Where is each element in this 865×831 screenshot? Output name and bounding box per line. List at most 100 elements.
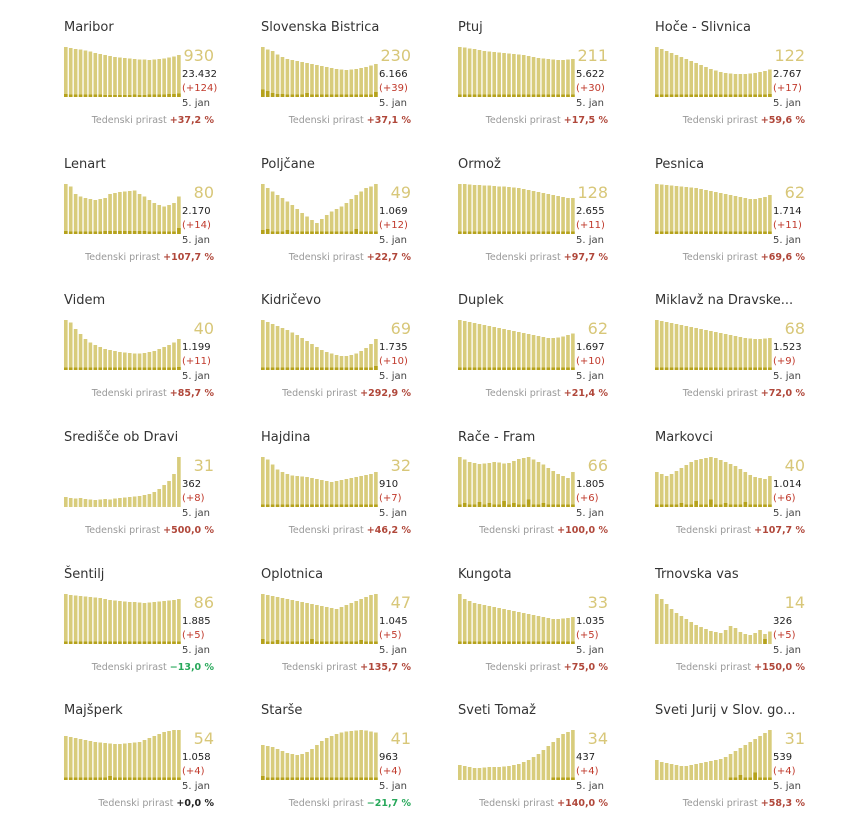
- growth-value: +22,7 %: [366, 252, 411, 263]
- municipality-name: Rače - Fram: [458, 430, 536, 445]
- bar: [275, 54, 280, 97]
- bar-daily: [98, 777, 103, 780]
- bar: [497, 186, 501, 234]
- bar-daily: [98, 367, 103, 370]
- growth-label: Tedenski prirast: [85, 525, 164, 536]
- weekly-growth: Tedenski prirast +140,0 %: [479, 798, 608, 810]
- bar: [566, 732, 570, 780]
- weekly-cases-value: 68: [784, 319, 805, 338]
- bar-daily: [334, 367, 339, 370]
- bar: [718, 633, 723, 644]
- bar-daily: [374, 504, 378, 507]
- bar-daily: [108, 776, 112, 780]
- municipality-card: Lenart 80 2.170 (+14) 5. jan Tedenski prirast…: [64, 157, 214, 279]
- bar: [305, 603, 309, 644]
- bar-daily: [753, 504, 757, 507]
- bar-daily: [359, 231, 363, 234]
- bar-daily: [571, 504, 575, 507]
- date-label: 5. jan: [379, 508, 407, 519]
- growth-label: Tedenski prirast: [288, 115, 367, 126]
- bar-daily: [93, 231, 98, 234]
- bar: [108, 499, 112, 507]
- bar: [324, 738, 329, 780]
- weekly-growth: Tedenski prirast +292,9 %: [282, 388, 411, 400]
- bar-daily: [472, 641, 477, 644]
- bar-daily: [305, 367, 309, 370]
- bar-daily: [137, 641, 142, 644]
- bar-daily: [177, 367, 181, 370]
- date-label: 5. jan: [773, 98, 801, 109]
- bar-daily: [768, 367, 772, 370]
- bar-daily: [492, 504, 497, 507]
- bar-daily: [655, 94, 659, 97]
- bar: [546, 194, 551, 234]
- weekly-growth: Tedenski prirast +21,4 %: [486, 388, 608, 400]
- bar-daily: [329, 94, 334, 97]
- bar: [748, 635, 753, 644]
- bar: [512, 331, 516, 370]
- weekly-growth: Tedenski prirast +72,0 %: [683, 388, 805, 400]
- bar: [177, 55, 181, 97]
- bar-daily: [359, 640, 363, 644]
- bar: [497, 767, 501, 780]
- bar: [167, 345, 171, 370]
- bar: [162, 347, 166, 370]
- bar: [709, 631, 713, 644]
- bar-daily: [551, 94, 556, 97]
- bar-daily: [659, 231, 664, 234]
- bar: [147, 200, 152, 234]
- municipality-name: Majšperk: [64, 703, 123, 718]
- bar: [123, 743, 127, 780]
- bar-daily: [270, 777, 275, 780]
- bar-daily: [305, 504, 309, 507]
- bar-daily: [329, 777, 334, 780]
- bar-daily: [748, 367, 753, 370]
- bar-daily: [502, 367, 506, 370]
- bar-daily: [551, 504, 556, 507]
- bar-daily: [290, 777, 295, 780]
- bar-daily: [458, 641, 462, 644]
- bar: [462, 321, 467, 370]
- sparkline-bar-chart: [655, 457, 772, 507]
- bar-daily: [123, 95, 127, 97]
- weekly-growth: Tedenski prirast +17,5 %: [486, 115, 608, 127]
- bar-daily: [118, 95, 122, 97]
- weekly-cases-value: 14: [784, 593, 805, 612]
- bar: [541, 193, 546, 234]
- bar: [699, 329, 703, 370]
- date-label: 5. jan: [773, 781, 801, 792]
- date-label: 5. jan: [576, 235, 604, 246]
- date-label: 5. jan: [576, 645, 604, 656]
- municipality-card: Poljčane 49 1.069 (+12) 5. jan Tedenski prira…: [261, 157, 411, 279]
- bar-daily: [556, 641, 560, 644]
- bar: [78, 196, 83, 234]
- bar-daily: [359, 367, 363, 370]
- bar-daily: [98, 231, 103, 234]
- bar-daily: [172, 641, 176, 644]
- bar-daily: [467, 231, 472, 234]
- bar-daily: [157, 777, 162, 780]
- bar-daily: [664, 231, 669, 234]
- bar-daily: [162, 641, 166, 644]
- bar-daily: [714, 367, 718, 370]
- daily-delta-value: (+4): [773, 766, 796, 777]
- bar-daily: [507, 367, 511, 370]
- bar: [531, 757, 536, 780]
- bar: [566, 335, 570, 370]
- bar-daily: [472, 504, 477, 507]
- daily-delta-value: (+11): [773, 220, 802, 231]
- bar-daily: [482, 94, 487, 97]
- bar-daily: [733, 777, 738, 780]
- bar-daily: [477, 231, 482, 234]
- municipality-name: Hoče - Slivnica: [655, 20, 751, 35]
- bar: [753, 199, 757, 234]
- weekly-cases-value: 31: [193, 456, 214, 475]
- bar: [699, 627, 703, 644]
- bar: [83, 596, 88, 644]
- daily-delta-value: (+4): [576, 766, 599, 777]
- bar: [369, 344, 373, 370]
- bar-daily: [467, 504, 472, 507]
- bar: [103, 349, 107, 370]
- bar: [147, 352, 152, 370]
- bar: [339, 732, 344, 780]
